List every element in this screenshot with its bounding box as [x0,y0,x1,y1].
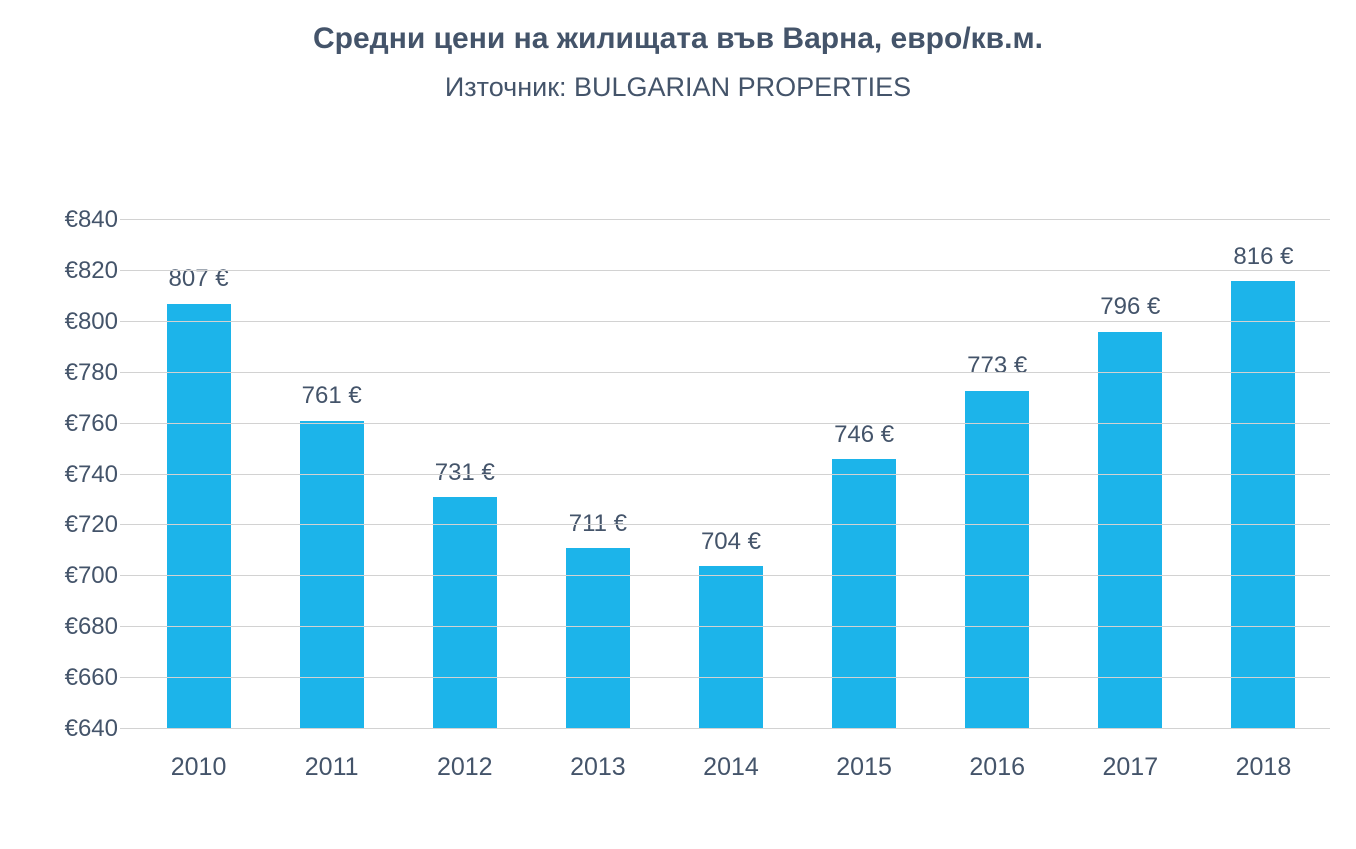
y-tick-label: €820 [64,256,118,284]
bar [832,459,897,729]
bar-column: 746 € [798,220,931,729]
bar-value-label: 816 € [1233,242,1294,270]
plot-area: 807 € 761 € 731 € 711 € 704 € 746 € 773 € 796 €… [120,219,1330,729]
y-tick-label: €720 [64,511,118,539]
bar-column: 761 € [265,220,398,729]
bar-value-label: 704 € [700,527,762,555]
x-tick-label: 2011 [304,753,359,781]
gridline [120,626,1330,628]
x-tick-label: 2014 [703,753,759,781]
x-tick-label: 2010 [170,753,227,781]
gridline [120,422,1330,424]
bar-column: 807 € [132,220,265,729]
gridline [120,371,1330,373]
bar-column: 796 € [1064,220,1197,729]
bar-column: 773 € [931,220,1064,729]
bar-column: 711 € [531,220,664,729]
bar-value-label: 796 € [1100,293,1161,321]
chart-title: Средни цени на жилищата във Варна, евро/… [313,22,1043,55]
x-tick-label: 2012 [436,753,493,781]
y-tick-label: €740 [64,460,118,488]
y-axis: €640 €660 €680 €700 €720 €740 €760 €780 €800 €820… [14,206,132,742]
gridline [120,677,1330,679]
bar [565,548,630,729]
chart-subtitle: Източник: BULGARIAN PROPERTIES [444,72,912,102]
y-tick-label: €840 [64,206,118,233]
bar-value-label: 761 € [301,382,362,410]
bar-value-label: 711 € [568,509,628,537]
bar [699,566,763,729]
gridline [120,524,1330,526]
x-tick-label: 2018 [1235,753,1292,781]
bar [965,390,1030,729]
bars-row: 807 € 761 € 731 € 711 € 704 € 746 € 773 € 796 €… [132,220,1330,729]
gridline [120,320,1330,322]
x-tick-label: 2017 [1102,753,1159,781]
y-tick-label: €700 [64,562,118,590]
bar-value-label: 731 € [434,458,495,486]
bar-column: 731 € [398,220,531,729]
bar-value-label: 773 € [967,351,1028,379]
gridline [120,269,1330,271]
bar-column: 704 € [664,220,797,729]
bar-column: 816 € [1197,220,1330,729]
bar [1231,281,1296,729]
y-tick-label: €780 [64,358,118,386]
y-tick-label: €680 [64,613,118,641]
gridline [120,473,1330,475]
bar [166,304,231,729]
gridline [120,219,1330,220]
gridline [120,728,1330,729]
bar [432,497,497,729]
bar-chart: €640 €660 €680 €700 €720 €740 €760 €780 €800 €820… [14,206,1330,795]
x-tick-label: 2013 [570,753,626,781]
bar [1098,331,1163,729]
y-tick-label: €800 [64,307,118,335]
gridline [120,575,1330,577]
y-tick-label: €660 [64,664,118,692]
x-axis: 2010 2011 2012 2013 2014 2015 2016 2017 2018 [132,729,1330,795]
y-tick-label: €760 [64,409,118,437]
bar-value-label: 746 € [834,420,895,448]
x-tick-label: 2016 [969,753,1026,781]
y-tick-label: €640 [64,715,118,742]
x-tick-label: 2015 [836,753,892,781]
